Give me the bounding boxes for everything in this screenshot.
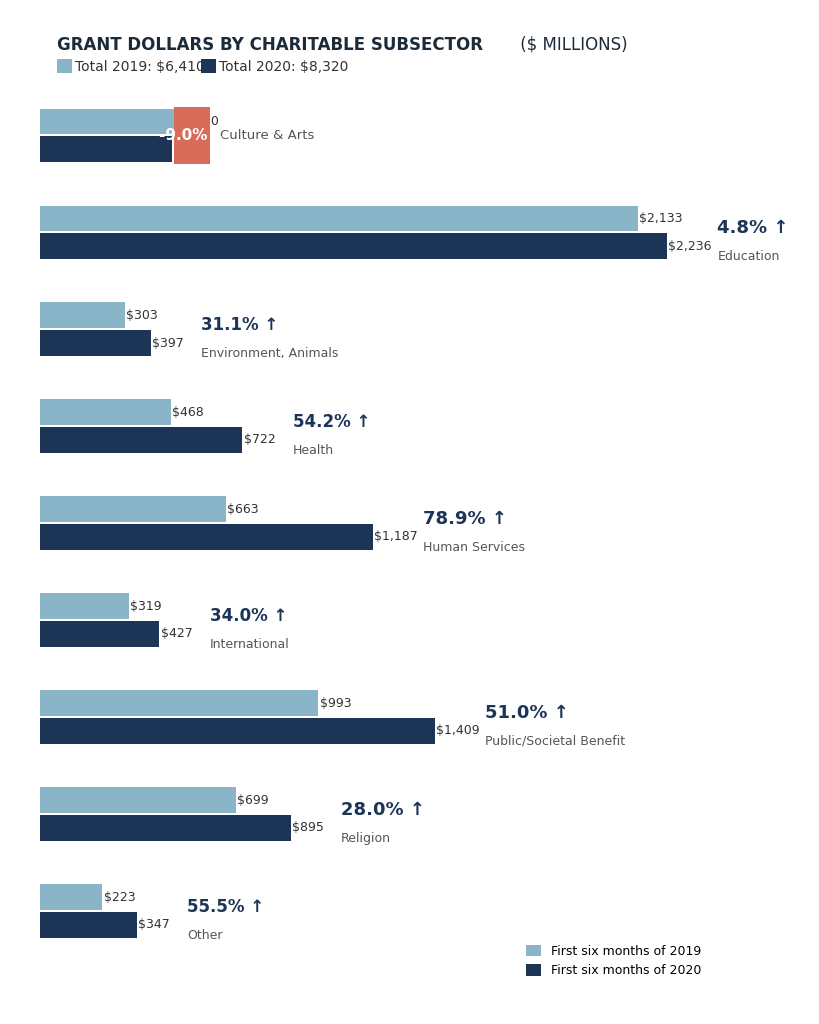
Text: 34.0% ↑: 34.0% ↑ — [210, 607, 287, 625]
Text: $993: $993 — [319, 696, 351, 710]
Text: 31.1% ↑: 31.1% ↑ — [201, 316, 278, 334]
Text: $722: $722 — [243, 433, 275, 446]
Bar — [39, 815, 290, 841]
Bar — [39, 206, 637, 231]
Text: $397: $397 — [152, 337, 184, 349]
Text: $663: $663 — [227, 503, 258, 516]
Text: Culture & Arts: Culture & Arts — [219, 129, 314, 141]
Bar — [39, 302, 124, 328]
Bar — [39, 912, 137, 938]
Text: 51.0% ↑: 51.0% ↑ — [485, 705, 568, 722]
Text: $2,236: $2,236 — [667, 240, 711, 253]
Text: $427: $427 — [161, 628, 192, 640]
Text: Education: Education — [717, 250, 779, 263]
Text: 54.2% ↑: 54.2% ↑ — [292, 413, 369, 431]
Text: $895: $895 — [292, 821, 324, 835]
Bar — [39, 690, 318, 716]
Text: $473: $473 — [174, 142, 206, 156]
Bar — [39, 787, 235, 813]
Text: $468: $468 — [172, 406, 204, 419]
Bar — [39, 233, 666, 259]
Bar — [39, 331, 151, 355]
Text: Health: Health — [292, 443, 333, 457]
Text: $319: $319 — [130, 600, 162, 612]
Bar — [39, 524, 372, 550]
Text: 4.8% ↑: 4.8% ↑ — [717, 219, 788, 238]
Text: Total 2019: $6,410: Total 2019: $6,410 — [75, 59, 205, 74]
Text: $1,409: $1,409 — [436, 724, 479, 737]
Text: Total 2020: $8,320: Total 2020: $8,320 — [219, 59, 348, 74]
Text: $303: $303 — [126, 308, 157, 322]
Text: Human Services: Human Services — [423, 541, 524, 554]
Text: International: International — [210, 638, 289, 651]
Bar — [39, 885, 102, 909]
Text: ($ MILLIONS): ($ MILLIONS) — [514, 36, 627, 54]
Text: Environment, Animals: Environment, Animals — [201, 347, 338, 359]
Bar — [39, 399, 170, 425]
Text: $699: $699 — [237, 794, 269, 807]
Bar — [39, 109, 185, 134]
Text: Other: Other — [188, 929, 223, 942]
Text: 55.5% ↑: 55.5% ↑ — [188, 898, 265, 916]
Text: $520: $520 — [187, 115, 219, 128]
Bar — [39, 136, 172, 162]
Text: Religion: Religion — [341, 831, 391, 845]
Bar — [39, 593, 129, 618]
Text: -9.0% ↓: -9.0% ↓ — [159, 128, 225, 142]
Text: $1,187: $1,187 — [373, 530, 417, 544]
Text: Public/Societal Benefit: Public/Societal Benefit — [485, 735, 625, 748]
Legend: First six months of 2019, First six months of 2020: First six months of 2019, First six mont… — [521, 940, 706, 982]
Text: 78.9% ↑: 78.9% ↑ — [423, 510, 506, 528]
Bar — [39, 497, 225, 522]
Bar — [39, 718, 434, 743]
Text: GRANT DOLLARS BY CHARITABLE SUBSECTOR: GRANT DOLLARS BY CHARITABLE SUBSECTOR — [57, 36, 483, 54]
Text: $2,133: $2,133 — [639, 212, 682, 224]
Bar — [39, 427, 242, 453]
FancyBboxPatch shape — [174, 106, 210, 164]
Text: $223: $223 — [103, 891, 135, 903]
Bar — [39, 622, 159, 646]
Text: 28.0% ↑: 28.0% ↑ — [341, 801, 424, 819]
Text: $347: $347 — [138, 919, 170, 932]
